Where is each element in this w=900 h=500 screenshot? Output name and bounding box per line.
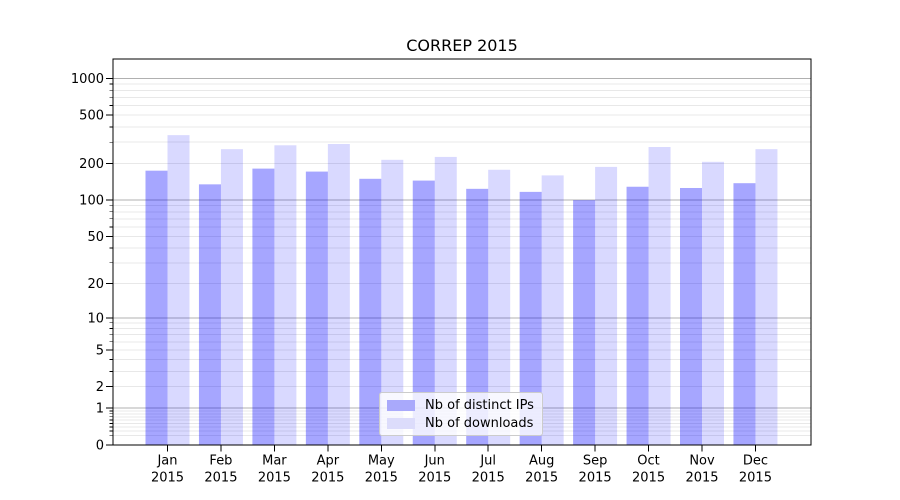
bar-distinct-ips-sep bbox=[573, 200, 596, 445]
bar-downloads-oct bbox=[648, 146, 671, 446]
x-tick-label-year: 2015 bbox=[365, 471, 398, 486]
x-tick-label-month: Feb bbox=[209, 454, 232, 469]
y-tick-label: 20 bbox=[87, 277, 104, 292]
bar-downloads-jul bbox=[488, 169, 511, 445]
legend-row-distinct-ips: Nb of distinct IPs bbox=[387, 397, 542, 413]
x-tick-label-year: 2015 bbox=[739, 471, 772, 486]
x-tick-label-year: 2015 bbox=[632, 471, 665, 486]
bar-downloads-apr bbox=[327, 143, 350, 445]
x-tick-label-year: 2015 bbox=[579, 471, 612, 486]
x-tick-label-month: Oct bbox=[637, 454, 659, 469]
x-tick-label-year: 2015 bbox=[525, 471, 558, 486]
legend: Nb of distinct IPs Nb of downloads bbox=[379, 392, 543, 436]
bar-distinct-ips-may bbox=[359, 178, 382, 445]
x-tick-label-year: 2015 bbox=[685, 471, 718, 486]
y-tick-label: 1000 bbox=[71, 72, 104, 87]
bar-downloads-sep bbox=[595, 166, 618, 446]
bar-downloads-aug bbox=[541, 175, 564, 446]
x-tick-label-year: 2015 bbox=[311, 471, 344, 486]
x-tick-label-month: Jun bbox=[424, 454, 445, 469]
x-tick-label-year: 2015 bbox=[418, 471, 451, 486]
x-tick-label-month: Aug bbox=[529, 454, 554, 469]
y-tick-label: 0 bbox=[96, 439, 104, 454]
legend-label-downloads: Nb of downloads bbox=[425, 415, 534, 431]
y-tick-label: 50 bbox=[87, 230, 104, 245]
bar-distinct-ips-dec bbox=[733, 183, 756, 446]
x-tick-label-year: 2015 bbox=[258, 471, 291, 486]
bar-downloads-jan bbox=[167, 135, 190, 445]
bar-downloads-may bbox=[381, 159, 404, 445]
bar-distinct-ips-oct bbox=[626, 186, 649, 445]
bar-downloads-nov bbox=[702, 161, 724, 446]
legend-label-distinct-ips: Nb of distinct IPs bbox=[425, 397, 534, 413]
bar-distinct-ips-jan bbox=[145, 170, 168, 445]
y-tick-label: 10 bbox=[87, 311, 104, 326]
bar-distinct-ips-jul bbox=[466, 188, 489, 446]
bar-distinct-ips-apr bbox=[305, 171, 328, 445]
bar-distinct-ips-mar bbox=[252, 168, 275, 446]
x-tick-label-month: Jul bbox=[479, 454, 496, 469]
bar-distinct-ips-nov bbox=[680, 187, 702, 445]
x-tick-label-month: Apr bbox=[317, 454, 340, 469]
bar-distinct-ips-aug bbox=[519, 191, 542, 445]
y-tick-label: 1 bbox=[96, 402, 104, 417]
bar-downloads-feb bbox=[220, 149, 243, 446]
y-tick-label: 200 bbox=[79, 157, 104, 172]
legend-swatch-distinct-ips bbox=[387, 399, 415, 411]
chart-title: CORREP 2015 bbox=[406, 36, 518, 55]
x-tick-label-year: 2015 bbox=[472, 471, 505, 486]
legend-swatch-downloads bbox=[387, 417, 415, 429]
plot-frame bbox=[112, 58, 812, 446]
bar-distinct-ips-feb bbox=[198, 184, 221, 446]
x-tick-label-month: Sep bbox=[583, 454, 608, 469]
x-tick-label-month: Dec bbox=[743, 454, 768, 469]
bar-distinct-ips-jun bbox=[412, 180, 435, 445]
x-tick-label-month: Jan bbox=[156, 454, 177, 469]
legend-row-downloads: Nb of downloads bbox=[387, 415, 542, 431]
bar-downloads-dec bbox=[755, 149, 778, 446]
x-tick-label-year: 2015 bbox=[151, 471, 184, 486]
x-tick-label-month: Nov bbox=[689, 454, 715, 469]
y-tick-label: 500 bbox=[79, 109, 104, 124]
x-tick-label-month: Mar bbox=[262, 454, 287, 469]
y-tick-label: 100 bbox=[79, 194, 104, 209]
x-tick-label-year: 2015 bbox=[204, 471, 237, 486]
x-tick-label-month: May bbox=[368, 454, 395, 469]
y-tick-label: 5 bbox=[96, 343, 104, 358]
bar-downloads-jun bbox=[434, 156, 457, 445]
y-tick-label: 2 bbox=[96, 380, 104, 395]
bar-downloads-mar bbox=[274, 145, 297, 446]
